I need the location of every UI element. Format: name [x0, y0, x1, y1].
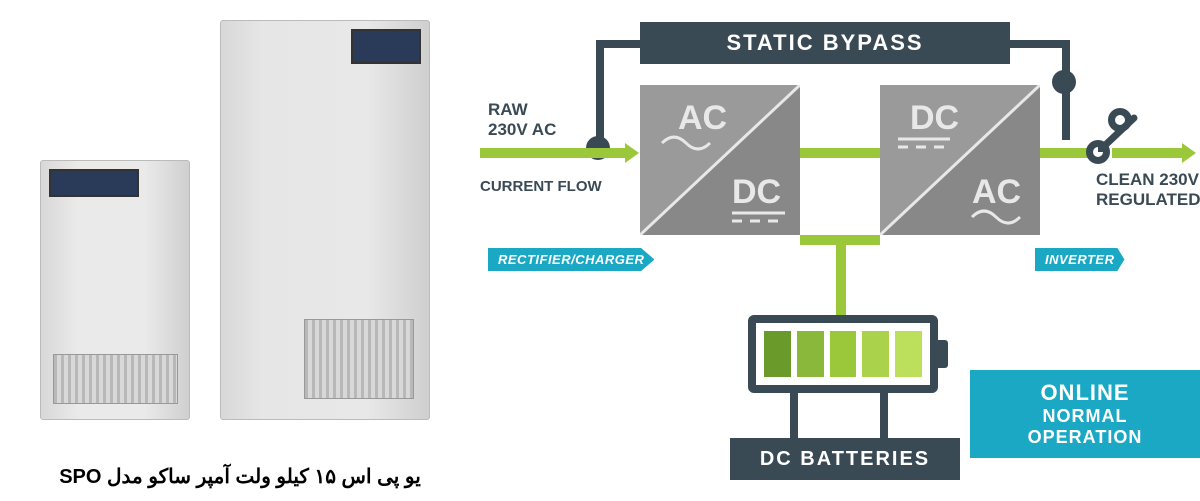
- inverter-tag: INVERTER: [1035, 248, 1125, 271]
- svg-text:AC: AC: [678, 99, 727, 137]
- battery-cell: [764, 331, 791, 377]
- rectifier-tag: RECTIFIER/CHARGER: [488, 248, 654, 271]
- bypass-node-right: [1052, 70, 1076, 94]
- ups-unit-small: [40, 160, 190, 420]
- rectifier-box: AC DC: [640, 85, 800, 235]
- input-line1: RAW: [488, 100, 556, 120]
- svg-text:AC: AC: [972, 173, 1021, 211]
- svg-text:DC: DC: [910, 99, 959, 137]
- mode-line2: NORMAL OPERATION: [986, 406, 1184, 448]
- battery-icon: [748, 315, 938, 393]
- ups-illustration: [20, 20, 460, 440]
- output-line2: REGULATED: [1096, 190, 1200, 210]
- ups-small-vent: [53, 354, 178, 404]
- battery-cell: [895, 331, 922, 377]
- inverter-box: DC AC: [880, 85, 1040, 235]
- ups-small-display: [49, 169, 139, 197]
- dc-bus-line: [800, 148, 880, 158]
- output-label: CLEAN 230V REGULATED: [1096, 170, 1200, 209]
- ups-diagram: STATIC BYPASS RAW 230V AC CURRENT FLOW: [480, 0, 1200, 501]
- dc-bus-down: [836, 235, 846, 315]
- battery-cell: [862, 331, 889, 377]
- output-line-1: [1040, 148, 1090, 158]
- output-flow-line: [1112, 148, 1182, 158]
- output-line1: CLEAN 230V: [1096, 170, 1200, 190]
- input-line2: 230V AC: [488, 120, 556, 140]
- battery-cell: [797, 331, 824, 377]
- svg-text:DC: DC: [732, 173, 781, 211]
- product-caption: یو پی اس ۱۵ کیلو ولت آمپر ساکو مدل SPO: [0, 464, 480, 489]
- ups-large-display: [351, 29, 421, 64]
- input-label: RAW 230V AC: [488, 100, 556, 139]
- operation-mode-box: ONLINE NORMAL OPERATION: [970, 370, 1200, 458]
- battery-cell: [830, 331, 857, 377]
- product-panel: یو پی اس ۱۵ کیلو ولت آمپر ساکو مدل SPO: [0, 0, 480, 501]
- current-flow-label: CURRENT FLOW: [480, 178, 602, 195]
- switch-lever: [1098, 112, 1138, 152]
- mode-line1: ONLINE: [986, 380, 1184, 406]
- ups-large-vent: [304, 319, 414, 399]
- static-bypass-label: STATIC BYPASS: [640, 22, 1010, 64]
- input-flow-line: [480, 148, 625, 158]
- ups-unit-large: [220, 20, 430, 420]
- dc-batteries-label: DC BATTERIES: [730, 438, 960, 480]
